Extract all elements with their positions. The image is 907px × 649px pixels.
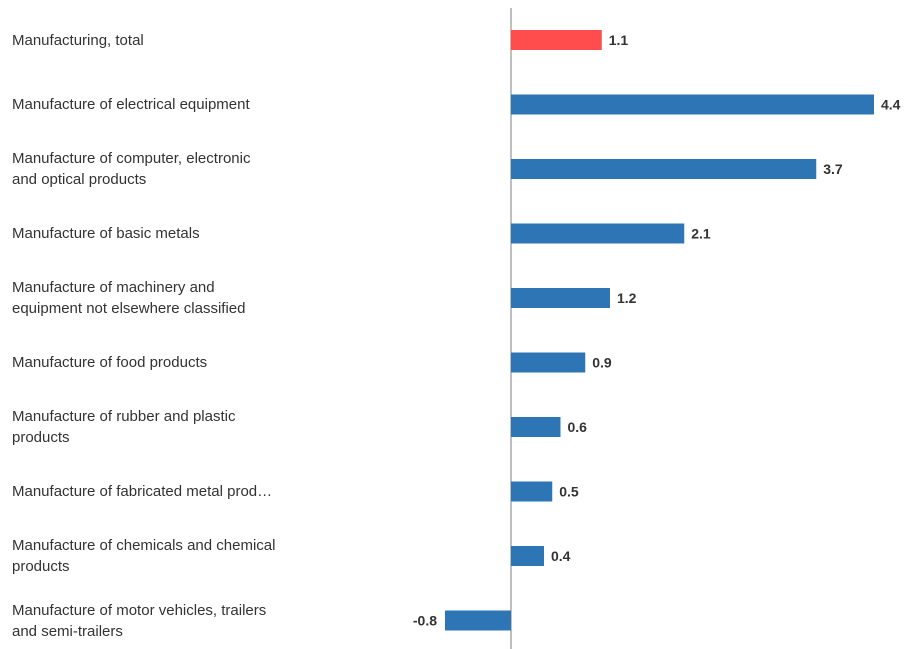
category-label: Manufacture of rubber and plastic produc… xyxy=(12,408,236,446)
bar xyxy=(445,610,511,631)
category-label: Manufacture of basic metals xyxy=(12,225,200,242)
category-label: Manufacture of motor vehicles, trailers … xyxy=(12,601,267,640)
data-label: 0.6 xyxy=(568,419,588,435)
category-label: Manufacture of machinery and equipment n… xyxy=(12,279,246,317)
bar xyxy=(511,417,561,437)
data-label: 1.2 xyxy=(617,290,637,306)
data-label: 4.4 xyxy=(881,97,901,113)
data-label: 0.4 xyxy=(551,548,571,564)
bar xyxy=(511,288,610,308)
bar xyxy=(511,94,874,115)
data-label: 2.1 xyxy=(691,226,711,242)
data-label: -0.8 xyxy=(413,613,437,629)
data-label: 0.9 xyxy=(592,355,612,371)
data-label: 3.7 xyxy=(823,161,843,177)
category-label: Manufacture of electrical equipment xyxy=(12,96,250,113)
category-label: Manufacturing, total xyxy=(12,31,144,49)
category-label: Manufacture of computer, electronic and … xyxy=(12,150,251,188)
bar xyxy=(511,223,685,244)
category-label: Manufacture of chemicals and chemical pr… xyxy=(12,537,276,575)
bar xyxy=(511,546,544,566)
data-label: 0.5 xyxy=(559,484,579,500)
category-label: Manufacture of fabricated metal prod… xyxy=(12,483,273,500)
bar xyxy=(511,159,817,179)
bar xyxy=(511,352,586,373)
bar xyxy=(511,481,553,502)
data-label: 1.1 xyxy=(609,32,629,48)
bar xyxy=(511,30,602,50)
category-label: Manufacture of food products xyxy=(12,354,208,371)
